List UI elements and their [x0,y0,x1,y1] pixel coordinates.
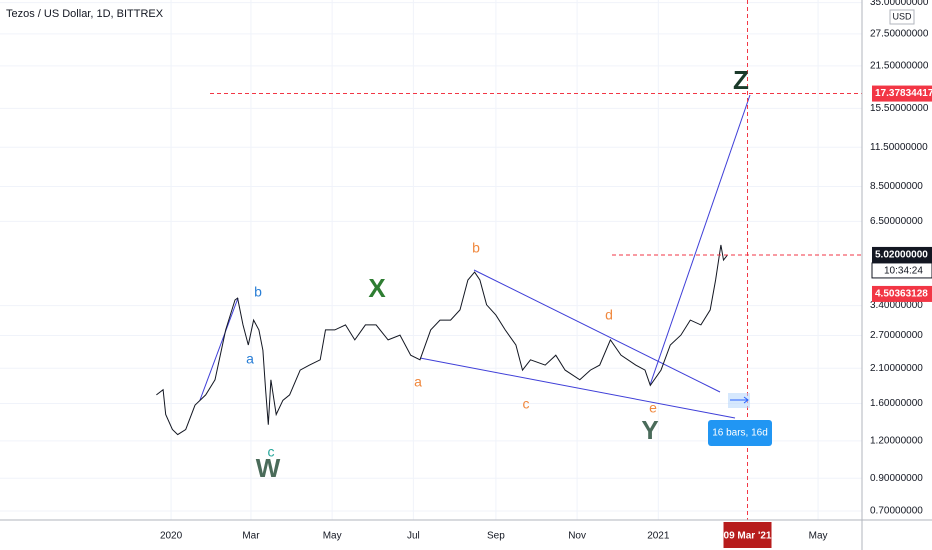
countdown: 10:34:24 [884,266,923,277]
y-tick-label: 11.50000000 [870,142,928,153]
wave-label: e [649,400,657,416]
price-label: 17.37834417 [875,88,932,99]
wave-label: c [268,444,275,460]
wave-label: c [523,396,530,412]
countdown-box [871,262,932,279]
x-tick-label: Sep [487,531,505,542]
measure-label: 16 bars, 16d [712,428,768,439]
price-label-box [872,285,932,302]
x-tick-label: Jul [407,531,420,542]
wave-label: Z [733,65,749,95]
wave-line [199,297,239,401]
wave-label: Y [641,415,658,445]
measure-box [708,420,772,446]
y-tick-label: 1.60000000 [870,398,923,409]
price-line [156,244,728,436]
price-label-box [872,85,932,102]
y-tick-label: 27.50000000 [870,29,929,40]
wedge-line [419,357,736,419]
y-tick-label: 0.70000000 [870,506,923,517]
y-tick-label: 15.50000000 [870,103,929,114]
y-tick-label: 2.70000000 [870,330,923,341]
x-tick-label: Mar [242,531,260,542]
x-tick-label: 2020 [160,531,183,542]
wave-label: b [472,240,480,256]
y-tick-label: 21.50000000 [870,61,929,72]
x-tick-label: May [323,531,342,542]
y-tick-label: 2.10000000 [870,363,923,374]
y-tick-label: 6.50000000 [870,216,923,227]
x-tick-label: Nov [568,531,586,542]
wedge-line [473,269,721,393]
wave-line [649,94,751,386]
x-tick-label: May [809,531,828,542]
wave-label: X [368,273,386,303]
wave-label: a [246,351,254,367]
wave-label: b [254,284,262,300]
y-tick-label: 1.20000000 [870,436,923,447]
currency-box [889,9,915,25]
price-label-box [872,246,932,263]
price-label: 5.02000000 [875,250,928,261]
wave-label: a [414,374,422,390]
y-tick-label: 3.40000000 [870,300,923,311]
price-label: 4.50363128 [875,289,928,300]
y-tick-label: 8.50000000 [870,181,923,192]
time-axis [0,520,932,550]
x-tick-label: 2021 [647,531,670,542]
wave-label: d [605,307,613,323]
wave-label: W [256,453,281,483]
measure-arrow-head [743,396,749,404]
y-tick-label: 35.00000000 [870,0,929,8]
cursor-date: 09 Mar '21 [724,531,772,542]
y-tick-label: 0.90000000 [870,473,923,484]
chart-title: Tezos / US Dollar, 1D, BITTREX [6,8,164,20]
currency: USD [892,11,912,21]
cursor-date-box [723,522,772,548]
